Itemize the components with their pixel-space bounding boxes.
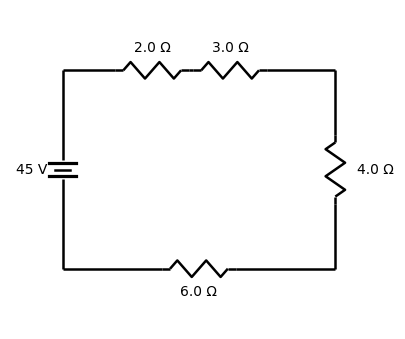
Text: 6.0 Ω: 6.0 Ω xyxy=(181,285,217,299)
Text: 4.0 Ω: 4.0 Ω xyxy=(357,162,394,177)
Text: 3.0 Ω: 3.0 Ω xyxy=(212,41,249,55)
Text: 45 V: 45 V xyxy=(16,162,47,177)
Text: 2.0 Ω: 2.0 Ω xyxy=(134,41,171,55)
